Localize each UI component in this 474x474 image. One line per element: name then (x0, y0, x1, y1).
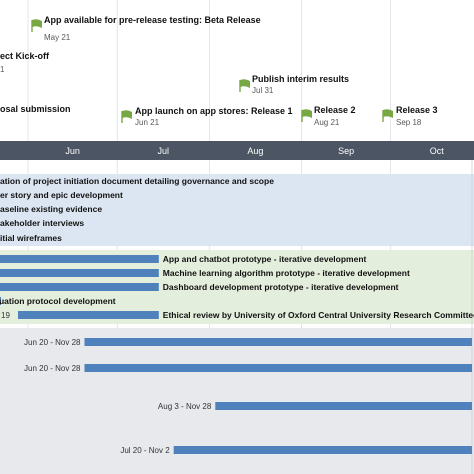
task-label: Evaluation protocol development (0, 296, 116, 306)
milestone-label: App launch on app stores: Release 1 (135, 106, 293, 116)
flag-icon (302, 109, 312, 118)
task-bar (0, 269, 159, 277)
task-date-range: Jul 20 - Nov 2 (120, 446, 170, 455)
task-label: er story and epic development (0, 190, 123, 200)
milestone-date: Aug 21 (314, 118, 340, 127)
group-background (0, 174, 474, 246)
milestone-area (0, 0, 474, 141)
task-label: Ethical review by University of Oxford C… (163, 310, 474, 320)
milestones: App available for pre-release testing: B… (0, 15, 438, 127)
month-label: Oct (430, 146, 445, 156)
month-axis: Jun Jul Aug Sep Oct (65, 146, 444, 156)
task-date-range: 19 (1, 311, 10, 320)
task-bar (215, 402, 472, 410)
task-label: Machine learning algorithm prototype - i… (163, 268, 410, 278)
milestone-label: App available for pre-release testing: B… (44, 15, 261, 25)
task-bar (0, 297, 1, 305)
task-bar (0, 283, 159, 291)
flag-icon (383, 109, 393, 118)
task-bar (18, 311, 159, 319)
flag-icon (32, 19, 42, 28)
milestone: osal submission (0, 104, 71, 114)
milestone-label: Release 3 (396, 105, 438, 115)
tasks: ation of project initiation document det… (0, 176, 474, 455)
milestone-date: 1 (0, 65, 5, 74)
task-bar (84, 364, 472, 372)
milestone: App launch on app stores: Release 1 Jun 2… (121, 106, 293, 127)
task-bar (84, 338, 472, 346)
task-label: akeholder interviews (0, 218, 84, 228)
milestone: Publish interim results Jul 31 (239, 74, 349, 95)
milestone-date: Sep 18 (396, 118, 422, 127)
month-label: Jul (158, 146, 170, 156)
month-label: Jun (65, 146, 80, 156)
milestone-label: Publish interim results (252, 74, 349, 84)
milestone: Release 3 Sep 18 (382, 105, 438, 127)
milestone: Release 2 Aug 21 (301, 105, 356, 127)
milestone: App available for pre-release testing: B… (31, 15, 261, 42)
flag-icon (240, 79, 250, 88)
task-label: aseline existing evidence (0, 204, 102, 214)
milestone-date: Jun 21 (135, 118, 160, 127)
task-label: ation of project initiation document det… (0, 176, 274, 186)
milestone-label: Release 2 (314, 105, 356, 115)
month-axis-band (0, 141, 474, 160)
task-label: Dashboard development prototype - iterat… (163, 282, 399, 292)
month-label: Sep (338, 146, 354, 156)
milestone-label: osal submission (0, 104, 71, 114)
task-bar (0, 255, 159, 263)
task-label: App and chatbot prototype - iterative de… (163, 254, 367, 264)
task-date-range: Jun 20 - Nov 28 (24, 364, 81, 373)
task-date-range: Jun 20 - Nov 28 (24, 338, 81, 347)
task-bar (173, 446, 472, 454)
milestone-date: Jul 31 (252, 86, 274, 95)
task-date-range: Aug 3 - Nov 28 (158, 402, 212, 411)
milestone-label: ect Kick-off (0, 51, 50, 61)
milestone-date: May 21 (44, 33, 71, 42)
task-label: itial wireframes (0, 233, 62, 243)
flag-icon (122, 110, 132, 119)
month-label: Aug (247, 146, 263, 156)
milestone: ect Kick-off 1 (0, 51, 50, 74)
